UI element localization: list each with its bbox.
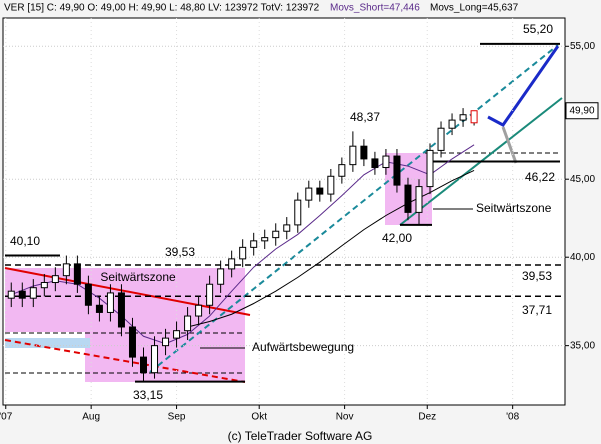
candle-body [382, 155, 390, 169]
candle-body [283, 224, 291, 232]
level-label: 33,15 [133, 388, 163, 402]
trend-line [4, 339, 246, 383]
candle-body [349, 145, 357, 166]
level-label: 37,71 [522, 303, 552, 317]
candle-body [437, 127, 445, 151]
header-quote: VER [15] C: 49,90 O: 49,00 H: 49,90 L: 4… [4, 3, 320, 14]
candle-body [40, 282, 48, 289]
candle-body [206, 283, 214, 306]
x-tick-label: '07 [0, 412, 13, 423]
level-label: 46,22 [525, 170, 555, 184]
candle-body [140, 356, 147, 374]
candle-body [316, 187, 324, 195]
last-price-box [565, 102, 599, 120]
candle-body [239, 246, 247, 260]
level-label: 39,53 [522, 269, 552, 283]
annotation: Seitwärtszone [100, 270, 176, 284]
candle-body [106, 292, 114, 313]
candle-body [7, 290, 15, 299]
x-tick-label: Okt [251, 412, 267, 423]
x-tick-label: Sep [168, 412, 186, 423]
candle-body [18, 290, 26, 299]
level-label: 40,10 [10, 234, 40, 248]
candle-body [184, 315, 192, 332]
annotation: Aufwärtsbewegung [252, 340, 354, 354]
zone-band [5, 338, 90, 348]
candle-body [195, 304, 203, 317]
x-tick-label: Dez [418, 412, 436, 423]
candle-body [84, 283, 92, 306]
y-tick-label: 40,00 [570, 252, 595, 263]
candle-body [62, 263, 70, 277]
candle-body [217, 268, 225, 285]
candle-body [95, 304, 103, 313]
candle-body [470, 110, 478, 124]
candle-body [415, 186, 423, 213]
candle-body [371, 158, 379, 169]
candle-body [261, 237, 269, 242]
candle-body [73, 263, 81, 285]
candle-body [272, 230, 280, 239]
candle-body [448, 119, 456, 129]
candle-body [393, 155, 401, 186]
candle-body [338, 164, 346, 177]
candle-body [305, 187, 313, 201]
legend-entry: Movs_Long=45,637 [430, 3, 519, 14]
trend-line [149, 44, 559, 373]
candle-body [426, 149, 434, 188]
y-tick-label: 55,00 [570, 41, 595, 52]
x-tick-label: Aug [82, 412, 100, 423]
plot-layer [3, 18, 565, 405]
candle-body [117, 292, 125, 328]
candle-body [250, 240, 258, 248]
candle-body [162, 337, 170, 347]
candle-body [151, 345, 159, 374]
y-tick-label: 45,00 [570, 174, 595, 185]
candle-body [459, 114, 467, 121]
candle-body [404, 184, 412, 213]
candle-body [327, 175, 335, 195]
candle-body [360, 145, 368, 160]
x-tick-label: Nov [336, 412, 354, 423]
level-label: 42,00 [382, 231, 412, 245]
last-price-label: 49,90 [569, 105, 594, 116]
legend-entry: Movs_Short=47,446 [330, 3, 420, 14]
candle-body [51, 275, 59, 284]
level-label: 39,53 [165, 245, 195, 259]
candle-body [173, 330, 181, 339]
y-tick-label: 35,00 [570, 340, 595, 351]
x-tick-label: '08 [506, 412, 519, 423]
candle-body [294, 199, 302, 226]
forecast-line [501, 126, 518, 164]
level-label: 55,20 [523, 22, 553, 36]
moving-average [187, 169, 475, 328]
annotation: Seitwärtszone [476, 201, 552, 215]
candle-body [228, 258, 236, 270]
candle-body [29, 287, 37, 299]
forecast-line [487, 45, 560, 127]
candle-body [128, 326, 136, 358]
footer: (c) TeleTrader Software AG [228, 429, 373, 443]
level-label: 48,37 [350, 110, 380, 124]
